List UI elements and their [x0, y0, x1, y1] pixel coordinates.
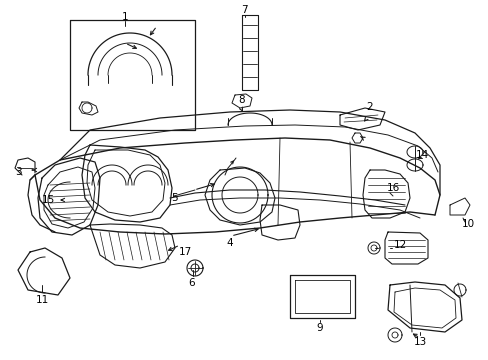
Text: 16: 16 [386, 183, 399, 193]
Text: 14: 14 [414, 150, 428, 160]
Text: 17: 17 [178, 247, 191, 257]
Text: 5: 5 [170, 193, 177, 203]
Text: 6: 6 [188, 278, 195, 288]
Text: 11: 11 [35, 295, 48, 305]
Text: 1: 1 [122, 12, 128, 22]
Text: 12: 12 [392, 240, 406, 250]
Text: 15: 15 [41, 195, 55, 205]
Text: 13: 13 [412, 337, 426, 347]
Text: 3: 3 [15, 167, 21, 177]
Text: 10: 10 [461, 219, 473, 229]
Text: 8: 8 [238, 95, 245, 105]
Text: 4: 4 [226, 238, 233, 248]
Text: 9: 9 [316, 323, 323, 333]
Text: 2: 2 [366, 102, 372, 112]
Text: 7: 7 [240, 5, 247, 15]
